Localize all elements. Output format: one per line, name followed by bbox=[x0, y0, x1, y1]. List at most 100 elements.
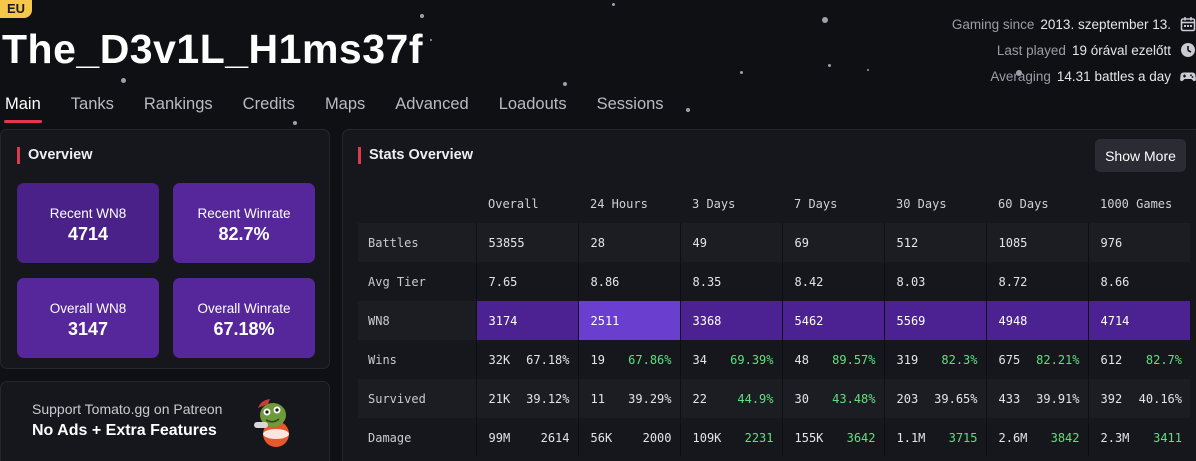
wn8-cell: 3368 bbox=[679, 301, 782, 340]
row-label: Battles bbox=[358, 223, 476, 262]
table-cell: 8.66 bbox=[1087, 262, 1190, 301]
clock-icon bbox=[1180, 42, 1196, 58]
average: 2614 bbox=[540, 430, 570, 445]
count: 32K bbox=[488, 352, 511, 367]
tab-advanced[interactable]: Advanced bbox=[395, 95, 469, 113]
count: 392 bbox=[1100, 391, 1123, 406]
header-empty bbox=[358, 184, 476, 223]
table-cell: 28 bbox=[577, 223, 680, 262]
row-label: Damage bbox=[368, 430, 412, 445]
average: 3642 bbox=[846, 430, 876, 445]
tab-rankings[interactable]: Rankings bbox=[143, 95, 213, 113]
column-header: 24 Hours bbox=[590, 196, 648, 211]
table-cell: 155K 3642 bbox=[781, 418, 884, 457]
stats-table: Overall 24 Hours 3 Days 7 Days 30 Days 6… bbox=[358, 184, 1190, 457]
table-cell: 1085 bbox=[985, 223, 1088, 262]
table-cell: 8.86 bbox=[577, 262, 680, 301]
column-header: 7 Days bbox=[794, 196, 838, 211]
table-cell: 433 39.91% bbox=[985, 379, 1088, 418]
count: 21K bbox=[488, 391, 511, 406]
table-cell: 2.3M 3411 bbox=[1087, 418, 1190, 457]
percent: 43.48% bbox=[832, 391, 876, 406]
table-cell: 53855 bbox=[475, 223, 578, 262]
table-cell: 392 40.16% bbox=[1087, 379, 1190, 418]
card-value: 4714 bbox=[67, 224, 109, 244]
count: 30 bbox=[794, 391, 809, 406]
card-value: 67.18% bbox=[213, 319, 275, 339]
wn8-cell: 4948 bbox=[985, 301, 1088, 340]
last-played-value: 19 órával ezelőtt bbox=[1071, 42, 1171, 58]
table-cell: 30 43.48% bbox=[781, 379, 884, 418]
patreon-line-1: Support Tomato.gg on Patreon bbox=[32, 401, 223, 417]
table-cell: 675 82.21% bbox=[985, 340, 1088, 379]
recent-winrate-card: Recent Winrate 82.7% bbox=[173, 183, 315, 263]
count: 612 bbox=[1100, 352, 1123, 367]
table-cell: 22 44.9% bbox=[679, 379, 782, 418]
region-badge: EU bbox=[0, 0, 33, 18]
overall-wn8-card: Overall WN8 3147 bbox=[17, 278, 159, 358]
count: 11 bbox=[590, 391, 605, 406]
gaming-since-value: 2013. szeptember 13. bbox=[1040, 16, 1171, 32]
average: 2000 bbox=[642, 430, 672, 445]
column-header: 60 Days bbox=[998, 196, 1049, 211]
tab-credits[interactable]: Credits bbox=[242, 95, 295, 113]
percent: 39.29% bbox=[628, 391, 672, 406]
table-cell: 203 39.65% bbox=[883, 379, 986, 418]
gaming-since-label: Gaming since bbox=[951, 16, 1035, 32]
percent: 69.39% bbox=[730, 352, 774, 367]
calendar-icon bbox=[1180, 16, 1196, 32]
patreon-line-2: No Ads + Extra Features bbox=[32, 422, 217, 439]
total: 56K bbox=[590, 430, 613, 445]
table-cell: 2.6M 3842 bbox=[985, 418, 1088, 457]
count: 433 bbox=[998, 391, 1021, 406]
table-cell: 8.35 bbox=[679, 262, 782, 301]
patreon-banner[interactable]: Support Tomato.gg on Patreon No Ads + Ex… bbox=[0, 381, 330, 461]
row-label: Wins bbox=[368, 352, 397, 367]
table-cell: 1.1M 3715 bbox=[883, 418, 986, 457]
average: 3842 bbox=[1050, 430, 1080, 445]
wn8-cell: 2511 bbox=[577, 301, 680, 340]
percent: 89.57% bbox=[832, 352, 876, 367]
tab-maps[interactable]: Maps bbox=[324, 95, 366, 113]
tab-main[interactable]: Main bbox=[4, 95, 42, 123]
row-label: Survived bbox=[358, 379, 476, 418]
table-cell: 99M 2614 bbox=[475, 418, 578, 457]
table-row-wn8: WN8 3174 2511 3368 5462 5569 4948 4714 bbox=[358, 301, 1190, 340]
card-label: Overall Winrate bbox=[197, 301, 291, 316]
table-cell: 56K 2000 bbox=[577, 418, 680, 457]
percent: 39.65% bbox=[934, 391, 978, 406]
percent: 40.16% bbox=[1138, 391, 1182, 406]
percent: 82.3% bbox=[941, 352, 978, 367]
last-played-label: Last played bbox=[996, 42, 1066, 58]
total: 109K bbox=[692, 430, 722, 445]
table-cell: 49 bbox=[679, 223, 782, 262]
tab-sessions[interactable]: Sessions bbox=[596, 95, 664, 113]
column-header: 3 Days bbox=[692, 196, 736, 211]
gamepad-icon bbox=[1180, 68, 1196, 84]
show-more-button[interactable]: Show More bbox=[1095, 139, 1186, 172]
card-label: Recent Winrate bbox=[197, 206, 291, 221]
total: 2.3M bbox=[1100, 430, 1130, 445]
total: 99M bbox=[488, 430, 511, 445]
table-header-row: Overall 24 Hours 3 Days 7 Days 30 Days 6… bbox=[358, 184, 1190, 223]
tab-tanks[interactable]: Tanks bbox=[70, 95, 114, 113]
total: 1.1M bbox=[896, 430, 926, 445]
table-cell: 612 82.7% bbox=[1087, 340, 1190, 379]
card-label: Recent WN8 bbox=[49, 206, 127, 221]
card-label: Overall WN8 bbox=[49, 301, 127, 316]
percent: 67.18% bbox=[526, 352, 570, 367]
overview-panel: Overview Recent WN8 4714 Recent Winrate … bbox=[0, 129, 330, 369]
table-cell: 48 89.57% bbox=[781, 340, 884, 379]
last-played-row: Last played 19 órával ezelőtt bbox=[896, 37, 1196, 63]
averaging-value: 14.31 battles a day bbox=[1056, 68, 1171, 84]
table-cell: 109K 2231 bbox=[679, 418, 782, 457]
wn8-cell: 5462 bbox=[781, 301, 884, 340]
total: 155K bbox=[794, 430, 824, 445]
column-header: 1000 Games bbox=[1100, 196, 1173, 211]
wn8-cell: 5569 bbox=[883, 301, 986, 340]
row-label: Avg Tier bbox=[368, 274, 426, 289]
card-value: 3147 bbox=[67, 319, 109, 339]
count: 19 bbox=[590, 352, 605, 367]
tab-loadouts[interactable]: Loadouts bbox=[498, 95, 567, 113]
overview-title: Overview bbox=[17, 147, 93, 164]
